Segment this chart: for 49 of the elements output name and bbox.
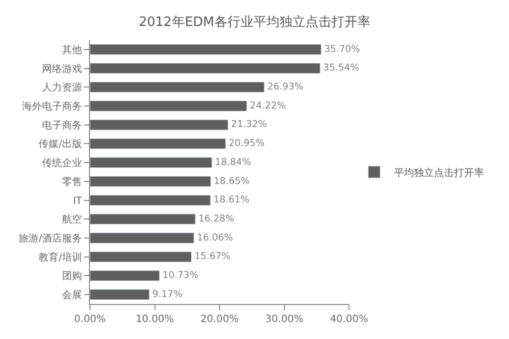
y-tick-label: 零售 bbox=[62, 176, 82, 188]
x-tick-label: 20.00% bbox=[200, 314, 239, 325]
bar bbox=[90, 232, 194, 244]
bar bbox=[90, 176, 212, 187]
data-label: 26.93% bbox=[267, 82, 304, 92]
bar bbox=[90, 138, 226, 150]
bar bbox=[90, 214, 196, 225]
data-label: 18.84% bbox=[215, 156, 251, 168]
data-label: 16.28% bbox=[198, 214, 234, 224]
data-label: 35.54% bbox=[323, 62, 360, 74]
y-tick-label: 旅游/酒店服务 bbox=[18, 232, 82, 244]
y-tick-label: 教育/培训 bbox=[38, 251, 82, 264]
data-label: 21.32% bbox=[231, 119, 268, 130]
bar bbox=[90, 270, 160, 282]
x-tick-label: 30.00% bbox=[265, 314, 304, 325]
y-tick-label: IT bbox=[72, 196, 83, 207]
x-tick-label: 0.00% bbox=[74, 314, 106, 325]
bar bbox=[90, 82, 265, 93]
y-tick-label: 人力资源 bbox=[42, 82, 82, 94]
y-tick-label: 会展 bbox=[62, 289, 82, 302]
y-tick-label: 团购 bbox=[62, 271, 82, 282]
y-tick-label: 传媒/出版 bbox=[38, 138, 82, 150]
data-label: 20.95% bbox=[228, 138, 265, 150]
chart-title: 2012年EDM各行业平均独立点击打开率 bbox=[138, 14, 370, 30]
x-tick-label: 10.00% bbox=[136, 314, 174, 325]
bar bbox=[90, 194, 211, 206]
bar bbox=[90, 62, 320, 74]
data-label: 16.06% bbox=[197, 232, 233, 244]
y-tick-label: 其他 bbox=[62, 44, 82, 56]
y-tick-label: 电子商务 bbox=[42, 119, 82, 132]
data-label: 18.61% bbox=[214, 194, 250, 206]
data-label: 24.22% bbox=[250, 100, 286, 112]
bar bbox=[90, 44, 322, 55]
bar bbox=[90, 119, 228, 130]
bar bbox=[90, 100, 248, 112]
bar bbox=[90, 251, 192, 262]
bar bbox=[90, 157, 212, 168]
y-tick-label: 海外电子商务 bbox=[22, 100, 82, 112]
x-tick-label: 40.00% bbox=[330, 314, 368, 325]
data-label: 10.73% bbox=[162, 270, 198, 282]
data-label: 9.17% bbox=[152, 288, 182, 300]
y-tick-label: 航空 bbox=[62, 214, 82, 226]
y-tick-label: 网络游戏 bbox=[42, 62, 82, 75]
data-label: 15.67% bbox=[194, 251, 230, 262]
data-label: 35.70% bbox=[324, 44, 360, 55]
legend-label: 平均独立点击打开率 bbox=[394, 166, 484, 179]
bar bbox=[90, 289, 150, 300]
y-tick-label: 传统企业 bbox=[42, 157, 82, 170]
data-label: 18.65% bbox=[214, 176, 250, 187]
